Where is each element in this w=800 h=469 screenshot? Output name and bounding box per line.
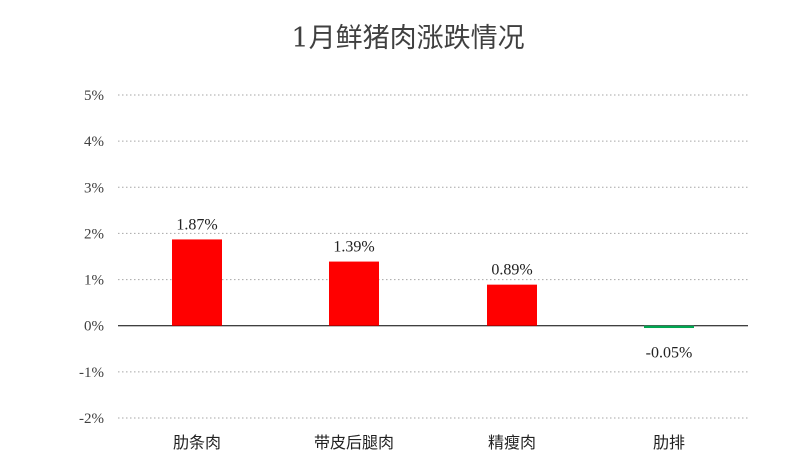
- y-tick-label: -1%: [79, 365, 104, 381]
- y-tick-label: 3%: [84, 180, 104, 196]
- bar: [487, 284, 537, 326]
- chart-title: 1月鲜猪肉涨跌情况: [291, 23, 524, 54]
- bar: [172, 239, 222, 326]
- data-label: 1.39%: [333, 239, 374, 256]
- category-label: 精瘦肉: [488, 433, 536, 452]
- data-label: 1.87%: [176, 216, 217, 233]
- category-label: 带皮后腿肉: [314, 433, 394, 452]
- data-labels: 1.87% 1.39% 0.89% -0.05%: [176, 216, 692, 361]
- data-label: -0.05%: [646, 345, 693, 362]
- bar: [644, 325, 694, 329]
- category-label: 肋排: [653, 433, 685, 452]
- data-label: 0.89%: [491, 262, 532, 279]
- category-label: 肋条肉: [173, 433, 221, 452]
- y-tick-label: 1%: [84, 273, 104, 289]
- y-axis-tick-labels: 5% 4% 3% 2% 1% 0% -1% -2%: [79, 88, 104, 427]
- gridlines: [118, 94, 748, 419]
- y-tick-label: 5%: [84, 88, 104, 104]
- y-tick-label: -2%: [79, 411, 104, 427]
- bars: [172, 239, 694, 329]
- category-labels: 肋条肉 带皮后腿肉 精瘦肉 肋排: [173, 433, 685, 452]
- bar: [329, 261, 379, 326]
- y-tick-label: 2%: [84, 226, 104, 242]
- y-tick-label: 4%: [84, 134, 104, 150]
- y-tick-label: 0%: [84, 319, 104, 335]
